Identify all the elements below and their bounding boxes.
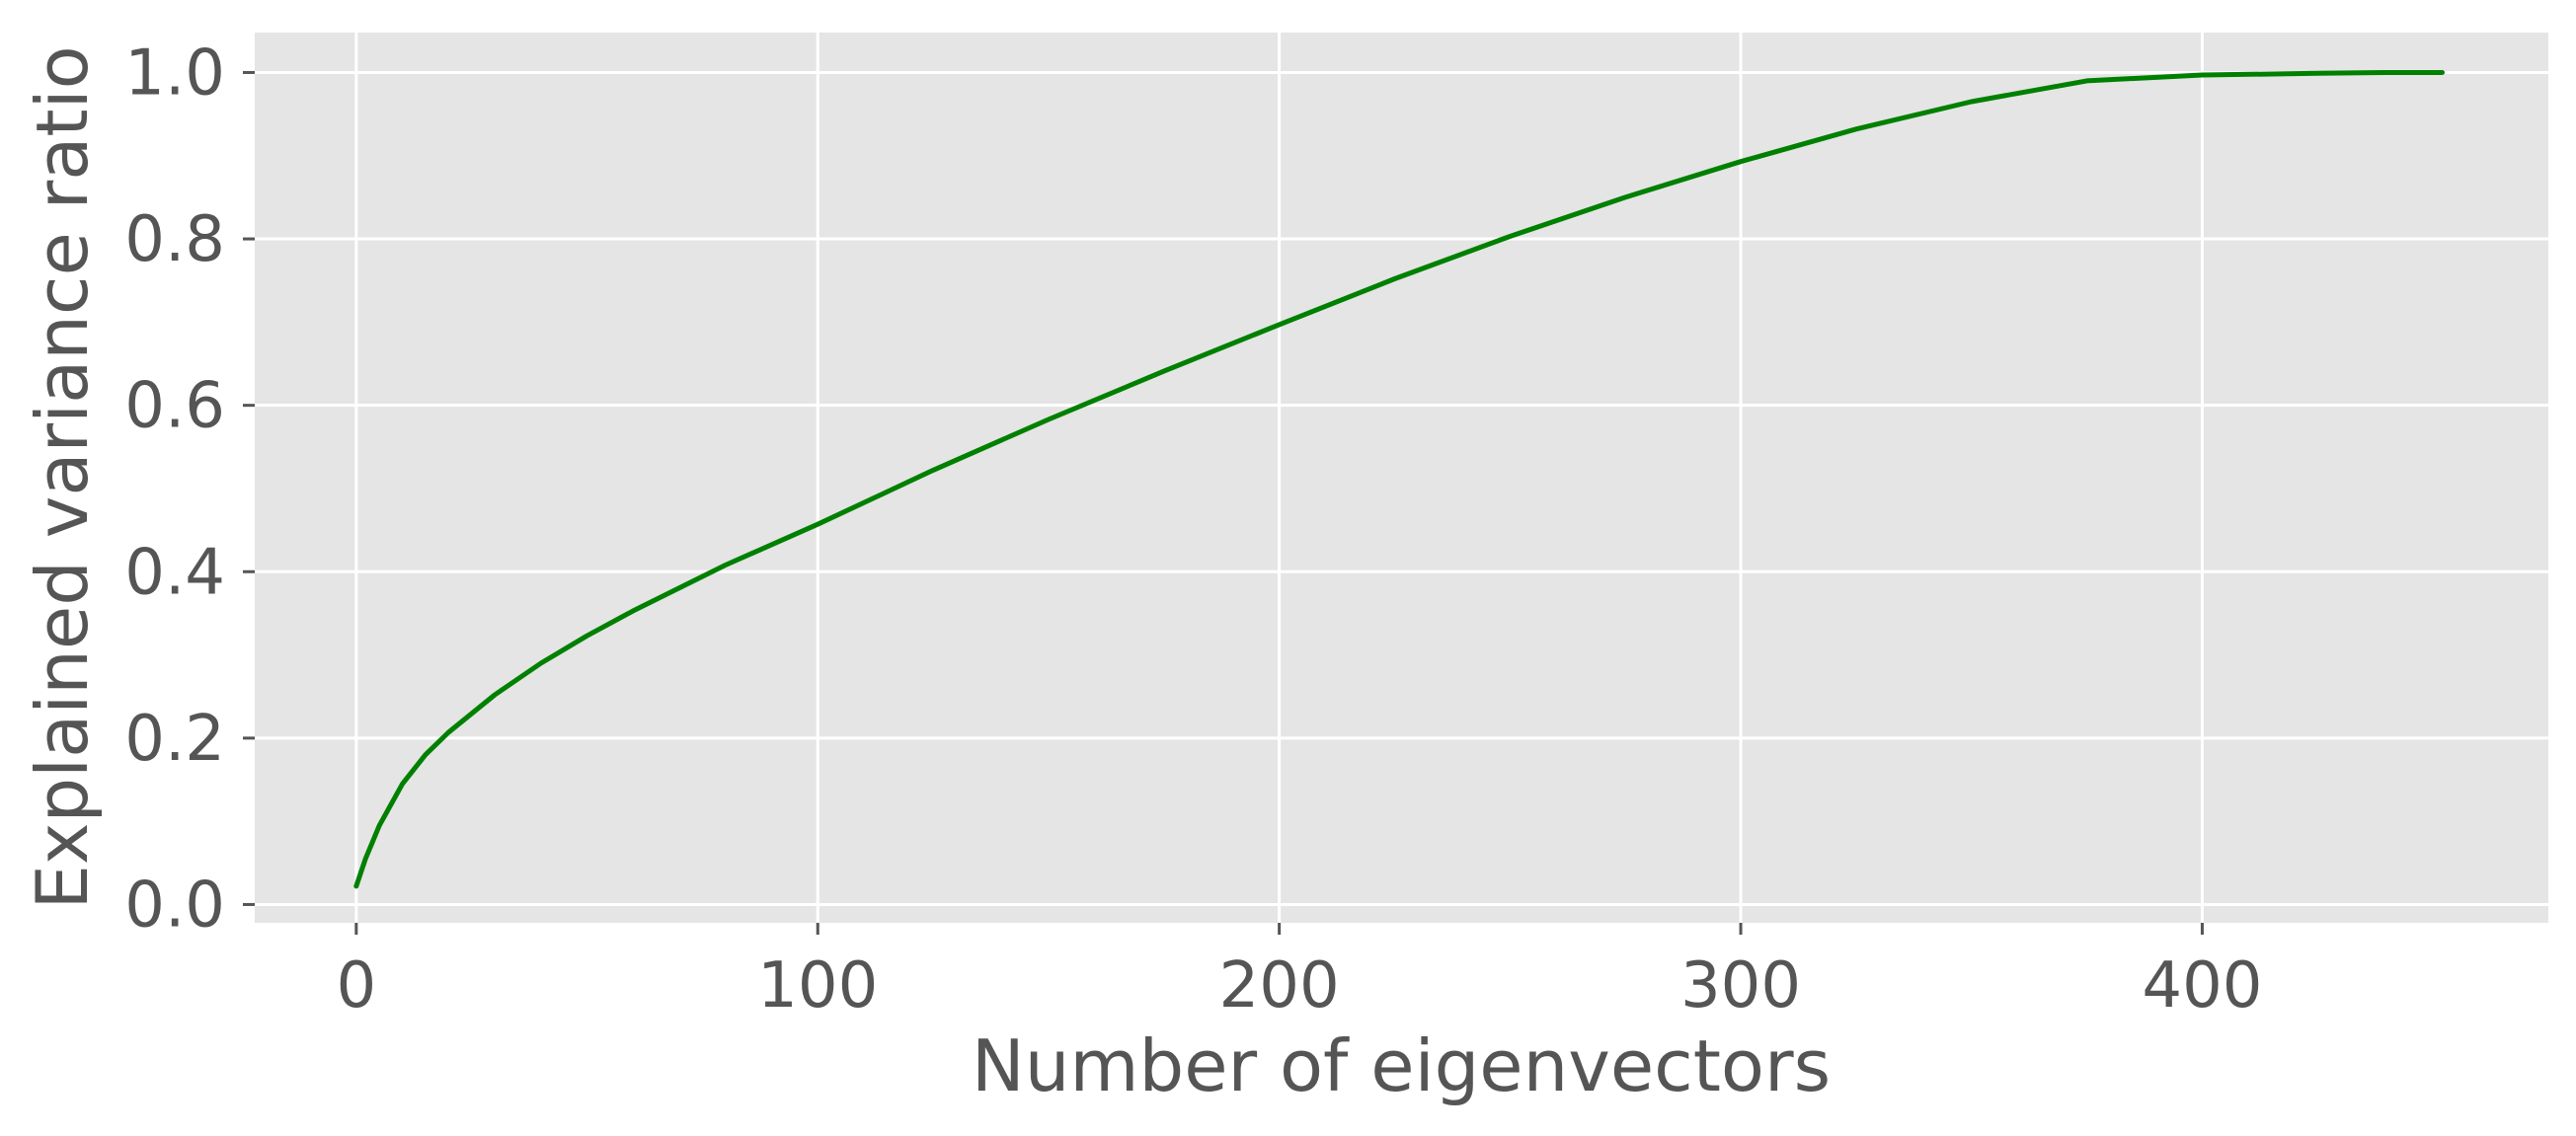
y-tick-label: 0.6 — [124, 370, 225, 443]
x-tick-label: 400 — [2142, 949, 2262, 1022]
x-axis-label: Number of eigenvectors — [972, 1024, 1831, 1107]
y-tick-label: 0.0 — [124, 869, 225, 942]
grid — [255, 33, 2548, 923]
plot-background — [255, 33, 2548, 923]
y-tick-label: 1.0 — [124, 37, 225, 110]
y-axis-label: Explained variance ratio — [21, 45, 104, 909]
x-tick-label: 200 — [1219, 949, 1340, 1022]
x-tick-label: 0 — [336, 949, 376, 1022]
y-tick-label: 0.2 — [124, 703, 225, 776]
y-tick-label: 0.8 — [124, 203, 225, 276]
y-tick-label: 0.4 — [124, 536, 225, 609]
series-layer — [353, 70, 2445, 889]
x-tick-label: 300 — [1680, 949, 1801, 1022]
x-axis: 0 100 200 300 400 — [336, 923, 2263, 1022]
y-axis: 0.0 0.2 0.4 0.6 0.8 1.0 — [124, 37, 255, 942]
series-line — [353, 70, 2445, 889]
x-tick-label: 100 — [757, 949, 878, 1022]
